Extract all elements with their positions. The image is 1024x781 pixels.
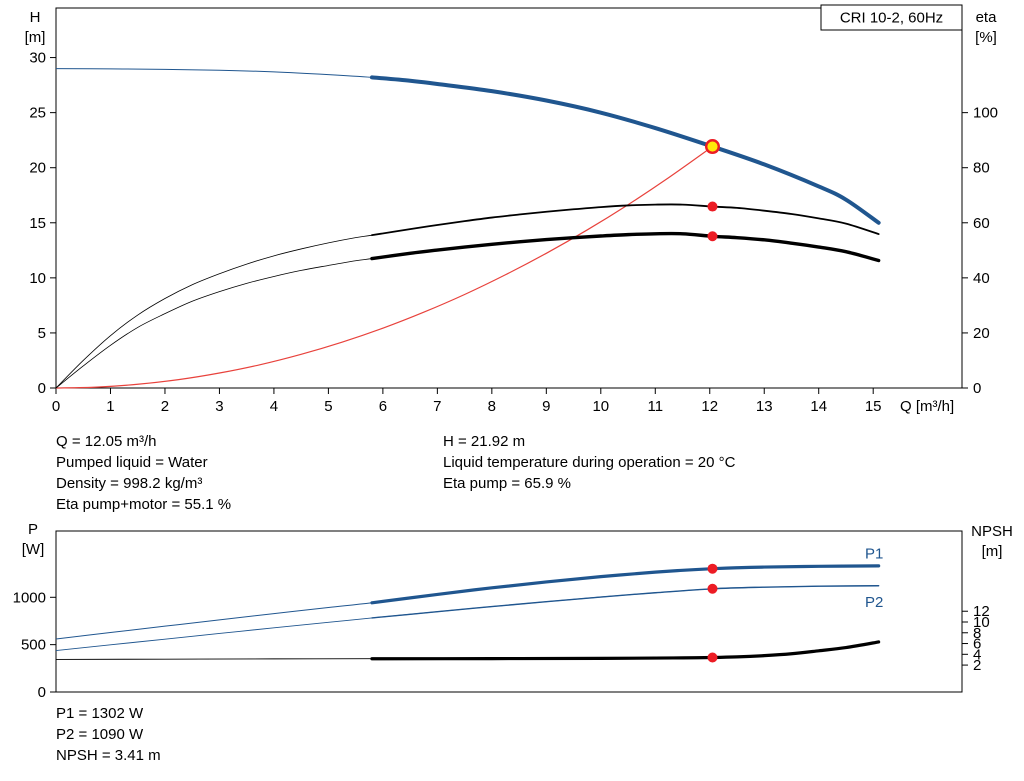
performance-x-tick-label: 11: [647, 398, 663, 415]
power-npsh-right-tick-label: 6: [973, 636, 981, 653]
performance-plot-area: [55, 7, 963, 389]
chart-title-box: [820, 4, 963, 31]
p1-curve-label: P1: [865, 546, 883, 563]
power-npsh-left-tick-label: 0: [38, 684, 46, 700]
eta-pump-curve: [371, 203, 880, 237]
head-curve: [369, 75, 881, 225]
annotation-head: H = 21.92 m: [443, 433, 526, 450]
p2-dot: [707, 583, 718, 594]
duty-annotations-right: H = 21.92 m Liquid temperature during op…: [443, 431, 735, 494]
performance-left-tick-label: 20: [29, 160, 46, 177]
power-npsh-left-tick-label: 1000: [13, 589, 46, 606]
right-axis-title: [%]: [975, 29, 997, 46]
performance-x-tick-label: 12: [701, 398, 718, 415]
performance-right-tick-label: 0: [973, 380, 981, 397]
performance-x-tick-label: 10: [592, 398, 609, 415]
annotation-flow: Q = 12.05 m³/h: [56, 433, 157, 450]
performance-x-tick-label: 15: [865, 398, 882, 415]
power-npsh-right-tick-label: 10: [973, 614, 990, 631]
annotation-p1: P1 = 1302 W: [56, 705, 144, 722]
performance-x-tick-label: 14: [810, 398, 827, 415]
power-npsh-plot-area: [55, 530, 963, 693]
performance-left-tick-label: 10: [29, 270, 46, 287]
system-curve: [55, 146, 713, 389]
right-axis-title: NPSH: [971, 523, 1013, 540]
npsh-dot: [707, 652, 718, 663]
left-axis-title: [m]: [25, 29, 46, 46]
performance-left-tick-label: 30: [29, 50, 46, 67]
x-axis-title: Q [m³/h]: [900, 398, 954, 415]
annotation-eta-pump: Eta pump = 65.9 %: [443, 475, 571, 492]
performance-left-tick-label: 15: [29, 215, 46, 232]
performance-x-tick-label: 2: [161, 398, 169, 415]
p2-curve-label: P2: [865, 594, 883, 611]
power-npsh-right-tick-label: 12: [973, 603, 990, 620]
power-npsh-right-tick-label: 8: [973, 625, 981, 642]
performance-right-tick-label: 100: [973, 105, 998, 122]
performance-left-tick-label: 25: [29, 105, 46, 122]
duty-annotations-left: Q = 12.05 m³/h Pumped liquid = Water Den…: [56, 431, 231, 515]
performance-x-tick-label: 4: [270, 398, 278, 415]
left-axis-title: P: [28, 521, 38, 538]
right-axis-title: [m]: [982, 543, 1003, 560]
power-annotations: P1 = 1302 W P2 = 1090 W NPSH = 3.41 m: [56, 703, 161, 766]
annotation-pumped-liquid: Pumped liquid = Water: [56, 454, 208, 471]
performance-x-tick-label: 7: [433, 398, 441, 415]
performance-x-tick-label: 6: [379, 398, 387, 415]
power-npsh-left-tick-label: 500: [21, 637, 46, 654]
performance-x-tick-label: 13: [756, 398, 773, 415]
right-axis-title: eta: [976, 9, 998, 26]
performance-right-tick-label: 20: [973, 325, 990, 342]
power-npsh-right-tick-label: 4: [973, 646, 981, 663]
performance-x-tick-label: 0: [52, 398, 60, 415]
performance-x-tick-label: 1: [106, 398, 114, 415]
p1-curve: [370, 564, 881, 605]
p2-curve: [371, 585, 880, 619]
left-axis-title: [W]: [22, 541, 45, 558]
annotation-eta-pump-motor: Eta pump+motor = 55.1 %: [56, 496, 232, 513]
performance-x-tick-label: 3: [215, 398, 223, 415]
annotation-p2: P2 = 1090 W: [56, 726, 144, 743]
power-npsh-right-tick-label: 2: [973, 657, 981, 674]
duty-point: [704, 139, 720, 155]
annotation-npsh: NPSH = 3.41 m: [56, 747, 161, 764]
performance-left-tick-label: 0: [38, 380, 46, 397]
annotation-density: Density = 998.2 kg/m³: [56, 475, 203, 492]
performance-x-tick-label: 9: [542, 398, 550, 415]
performance-right-tick-label: 80: [973, 160, 990, 177]
performance-x-tick-label: 5: [324, 398, 332, 415]
chart-title: CRI 10-2, 60Hz: [840, 10, 943, 27]
eta-pump-motor-dot: [707, 231, 718, 242]
performance-x-tick-label: 8: [488, 398, 496, 415]
eta-pump-dot: [707, 201, 718, 212]
p1-dot: [707, 563, 718, 574]
performance-left-tick-label: 5: [38, 325, 46, 342]
left-axis-title: H: [30, 9, 41, 26]
performance-right-tick-label: 40: [973, 270, 990, 287]
performance-right-tick-label: 60: [973, 215, 990, 232]
annotation-liquid-temperature: Liquid temperature during operation = 20…: [443, 454, 736, 471]
eta-pump-motor-curve: [370, 231, 881, 263]
